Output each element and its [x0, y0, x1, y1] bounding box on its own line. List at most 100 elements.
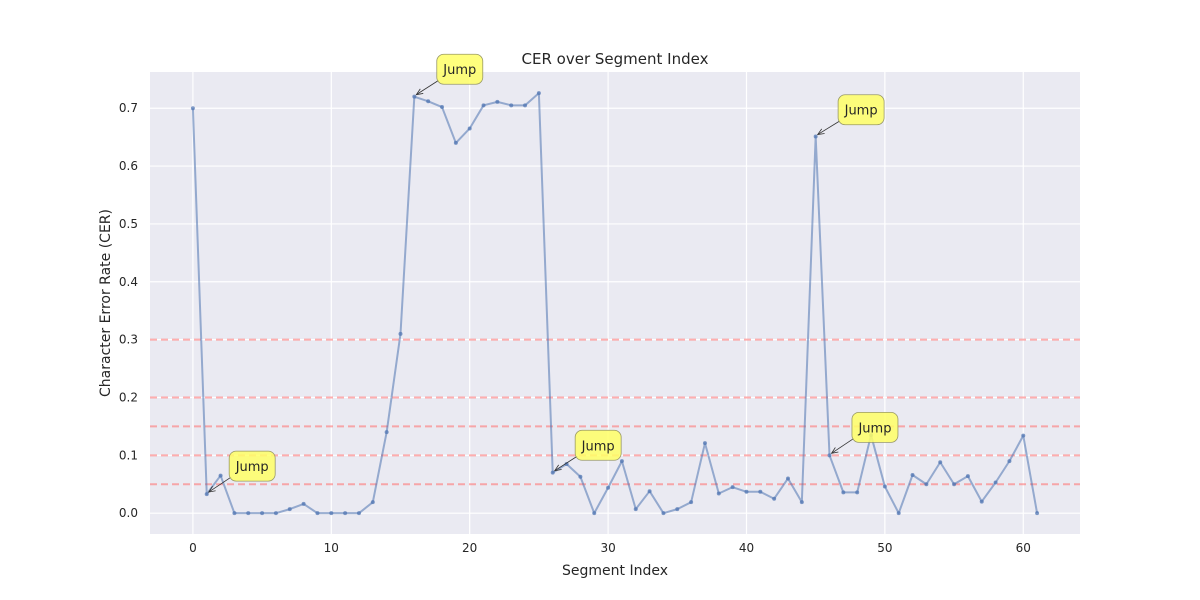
annotation-label: Jump — [857, 421, 891, 436]
data-point — [606, 485, 611, 490]
y-tick-label: 0.1 — [119, 448, 138, 462]
annotation-box — [837, 94, 885, 126]
data-point — [689, 500, 694, 505]
x-tick-label: 0 — [189, 541, 197, 555]
chart-title: CER over Segment Index — [522, 50, 709, 68]
data-point — [896, 511, 901, 516]
annotation-label: Jump — [235, 460, 269, 475]
annotation-box — [436, 53, 484, 85]
x-axis-label: Segment Index — [562, 563, 668, 579]
data-point — [426, 99, 431, 104]
data-point — [440, 105, 445, 110]
data-point — [716, 491, 721, 496]
data-point — [702, 441, 707, 446]
series-polyline — [191, 92, 1039, 515]
data-point — [1021, 433, 1026, 438]
data-point — [550, 470, 555, 475]
data-point — [329, 511, 334, 516]
jump-annotation: Jump — [207, 450, 276, 493]
data-point — [841, 490, 846, 495]
annotation-label: Jump — [581, 439, 615, 454]
data-point — [1007, 459, 1012, 464]
y-tick-labels: 0.0 0.1 0.2 0.3 0.4 0.5 0.6 0.7 — [119, 101, 138, 520]
x-tick-label: 50 — [877, 541, 892, 555]
data-point — [882, 484, 887, 489]
data-point — [965, 474, 970, 479]
annotation-arrow — [554, 455, 578, 472]
data-point — [744, 489, 749, 494]
data-point — [592, 511, 597, 516]
annotation-arrowhead — [415, 88, 424, 96]
data-point — [301, 501, 306, 506]
data-point — [467, 126, 472, 131]
data-point — [924, 482, 929, 487]
data-point — [578, 474, 583, 479]
x-tick-label: 60 — [1016, 541, 1031, 555]
y-tick-label: 0.2 — [119, 390, 138, 404]
x-tick-labels: 0 10 20 30 40 50 60 — [189, 541, 1031, 555]
jump-annotation: Jump — [415, 53, 484, 96]
y-tick-label: 0.3 — [119, 333, 138, 347]
annotation-label: Jump — [442, 63, 476, 78]
data-point — [218, 473, 223, 478]
data-point — [855, 490, 860, 495]
annotation-arrow — [831, 438, 855, 454]
data-point — [910, 472, 915, 477]
jump-annotation: Jump — [830, 411, 899, 454]
jump-annotation: Jump — [816, 94, 885, 136]
annotation-arrowhead — [553, 464, 562, 472]
data-point — [979, 499, 984, 504]
data-point — [1035, 511, 1040, 516]
data-point — [938, 460, 943, 465]
plot-background — [150, 72, 1080, 534]
data-point — [370, 500, 375, 505]
data-point — [190, 106, 195, 111]
data-point — [509, 103, 514, 108]
data-point — [758, 489, 763, 494]
annotation-arrow — [416, 79, 439, 95]
annotation-arrow — [817, 120, 841, 135]
data-point — [772, 496, 777, 501]
annotation-arrowhead — [207, 486, 216, 493]
annotation-label: Jump — [844, 104, 878, 119]
data-point — [495, 99, 500, 104]
data-point — [246, 511, 251, 516]
data-point — [481, 103, 486, 108]
data-point — [730, 485, 735, 490]
data-point — [273, 511, 278, 516]
data-point — [232, 511, 237, 516]
data-point — [287, 507, 292, 512]
x-tick-label: 20 — [462, 541, 477, 555]
data-point — [453, 140, 458, 145]
data-point — [661, 511, 666, 516]
jump-annotation: Jump — [553, 429, 622, 472]
x-tick-label: 40 — [739, 541, 754, 555]
series-line — [191, 92, 1039, 515]
annotation-box — [228, 450, 276, 482]
y-tick-label: 0.4 — [119, 275, 138, 289]
y-axis-label: Character Error Rate (CER) — [98, 209, 114, 397]
data-point — [647, 489, 652, 494]
y-tick-label: 0.7 — [119, 101, 138, 115]
data-point — [785, 476, 790, 481]
data-point — [993, 480, 998, 485]
data-point — [204, 492, 209, 497]
data-point — [384, 430, 389, 435]
annotation-box — [851, 411, 899, 443]
annotation-box — [574, 429, 622, 461]
data-point — [633, 507, 638, 512]
y-tick-label: 0.6 — [119, 159, 138, 173]
x-tick-label: 30 — [600, 541, 615, 555]
data-point — [260, 511, 265, 516]
data-point — [315, 511, 320, 516]
data-point — [536, 91, 541, 96]
data-point — [952, 482, 957, 487]
data-point — [619, 459, 624, 464]
data-point — [398, 331, 403, 336]
annotations: Jump Jump Jump Jump Jump — [207, 53, 899, 493]
data-point — [564, 462, 569, 466]
data-point — [799, 500, 804, 505]
annotation-arrowhead — [816, 128, 825, 136]
data-point — [675, 507, 680, 512]
